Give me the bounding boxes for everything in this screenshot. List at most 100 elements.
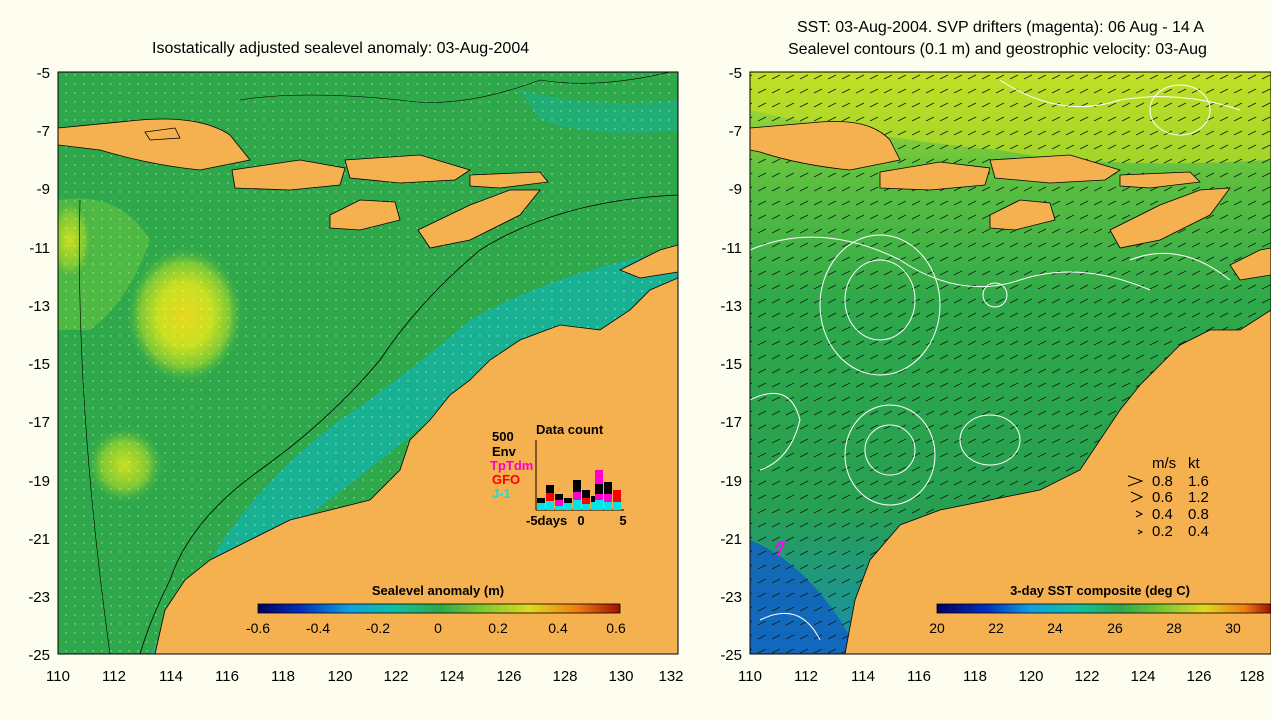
right-y-tick: -21: [720, 531, 742, 548]
right-sealevel-contours: [750, 79, 1241, 641]
velocity-legend-ms: 0.6: [1152, 489, 1173, 506]
right-y-tick: -17: [720, 414, 742, 431]
left-y-tick: -11: [29, 240, 50, 257]
right-colorbar-label: 3-day SST composite (deg C): [1010, 583, 1190, 598]
velocity-legend-ms: 0.8: [1152, 473, 1173, 490]
left-colorbar-label: Sealevel anomaly (m): [372, 583, 504, 598]
legend-gfo: GFO: [492, 472, 520, 487]
right-x-tick: 110: [738, 668, 762, 685]
left-island-east: [619, 244, 678, 279]
right-colorbar-tick: 22: [988, 620, 1004, 636]
left-y-tick: -13: [28, 298, 50, 315]
left-colorbar-tick: -0.2: [366, 620, 390, 636]
left-island-java: [58, 118, 251, 171]
right-x-tick: 124: [1130, 668, 1155, 685]
left-y-tick: -5: [37, 65, 50, 82]
right-y-tick: -5: [729, 65, 742, 82]
velocity-legend-ms: 0.4: [1152, 506, 1173, 523]
right-colorbar: 3-day SST composite (deg C) 20 22 24 26 …: [929, 583, 1271, 636]
right-y-tick: -15: [720, 356, 742, 373]
velocity-legend: m/s kt 0.8 1.6 0.6 1.2 0.4 0.8 0.2 0.4: [1127, 455, 1209, 540]
right-island-flores: [1119, 171, 1201, 189]
velocity-legend-ms-header: m/s: [1152, 455, 1176, 472]
left-x-tick: 118: [271, 668, 295, 685]
left-colorbar-tick: -0.6: [246, 620, 270, 636]
left-bathy-contour-2: [239, 72, 672, 103]
left-island-flores: [469, 171, 549, 189]
right-island-east: [1229, 247, 1271, 281]
right-y-tick: -13: [720, 298, 742, 315]
left-map-plot: [58, 72, 678, 654]
velocity-arrow-icon: [1137, 529, 1144, 535]
right-x-tick: 118: [963, 668, 987, 685]
legend-env: Env: [492, 444, 517, 459]
right-x-tick: 112: [794, 668, 818, 685]
data-count-xlabel: -5days: [526, 513, 567, 528]
left-y-tick: -7: [37, 123, 50, 140]
left-island-small: [144, 127, 181, 141]
left-x-tick: 126: [496, 668, 521, 685]
right-map-title-line2: Sealevel contours (0.1 m) and geostrophi…: [788, 41, 1207, 58]
data-count-title: Data count: [536, 422, 604, 437]
left-island-sumbawa: [344, 154, 471, 184]
right-x-tick: 126: [1186, 668, 1211, 685]
right-map-plot: [750, 72, 1271, 654]
data-count-bars: [537, 470, 621, 510]
right-colorbar-bar: [936, 603, 1271, 614]
right-colorbar-tick: 26: [1107, 620, 1123, 636]
legend-tptdm: TpTdm: [490, 458, 533, 473]
left-map-frame: [57, 71, 679, 655]
right-x-tick: 116: [907, 668, 931, 685]
right-y-tick: -23: [720, 589, 742, 606]
left-colorbar-tick: 0.6: [606, 620, 626, 636]
right-x-tick: 128: [1239, 668, 1264, 685]
left-x-tick: 130: [608, 668, 633, 685]
left-x-tick: 112: [102, 668, 126, 685]
data-count-xlabel: 0: [577, 513, 584, 528]
left-x-tick: 124: [439, 668, 464, 685]
left-island-bali-lombok: [231, 159, 346, 191]
data-count-max: 500: [492, 429, 514, 444]
data-count-inset: Data count 500 Env TpTdm GFO J-1 -5days …: [490, 422, 627, 528]
left-y-tick: -19: [28, 473, 50, 490]
left-y-tick: -23: [28, 589, 50, 606]
right-island-bali-lombok: [879, 161, 991, 191]
right-y-tick: -25: [720, 647, 742, 664]
velocity-arrow-icon: [1135, 510, 1144, 518]
right-island-timor: [1109, 187, 1231, 249]
left-x-tick: 110: [46, 668, 70, 685]
right-colorbar-tick: 20: [929, 620, 945, 636]
right-y-tick: -11: [721, 240, 742, 257]
left-bathy-contour-1: [139, 194, 678, 654]
data-count-xlabel: 5: [619, 513, 626, 528]
right-y-axis: -5 -7 -9 -11 -13 -15 -17 -19 -21 -23 -25: [720, 65, 742, 664]
right-island-sumba: [989, 199, 1056, 231]
right-map-title-line1: SST: 03-Aug-2004. SVP drifters (magenta)…: [797, 19, 1205, 36]
right-colorbar-tick: 24: [1047, 620, 1063, 636]
velocity-legend-kt: 0.4: [1188, 523, 1209, 540]
left-y-tick: -17: [28, 414, 50, 431]
left-colorbar-tick: 0.4: [548, 620, 568, 636]
svp-drifter-track: [775, 541, 786, 557]
left-y-tick: -25: [28, 647, 50, 664]
velocity-arrow-icon: [1130, 491, 1144, 503]
left-x-tick: 122: [383, 668, 408, 685]
velocity-legend-kt: 1.2: [1188, 489, 1209, 506]
left-x-axis: 110 112 114 116 118 120 122 124 126 128 …: [46, 668, 683, 685]
left-x-tick: 128: [552, 668, 577, 685]
right-x-tick: 114: [851, 668, 875, 685]
left-y-tick: -15: [28, 356, 50, 373]
left-x-tick: 120: [327, 668, 352, 685]
right-island-java: [750, 121, 901, 171]
left-y-axis: -5 -7 -9 -11 -13 -15 -17 -19 -21 -23 -25: [28, 65, 50, 664]
velocity-arrow-icon: [1127, 475, 1144, 487]
legend-j1: J-1: [492, 486, 511, 501]
right-x-tick: 122: [1074, 668, 1099, 685]
left-x-tick: 114: [159, 668, 183, 685]
left-australia-landmass: [154, 277, 678, 654]
right-australia-landmass: [844, 309, 1271, 654]
left-colorbar-bar: [257, 603, 621, 614]
left-colorbar-tick: -0.4: [306, 620, 330, 636]
right-y-tick: -9: [729, 181, 742, 198]
